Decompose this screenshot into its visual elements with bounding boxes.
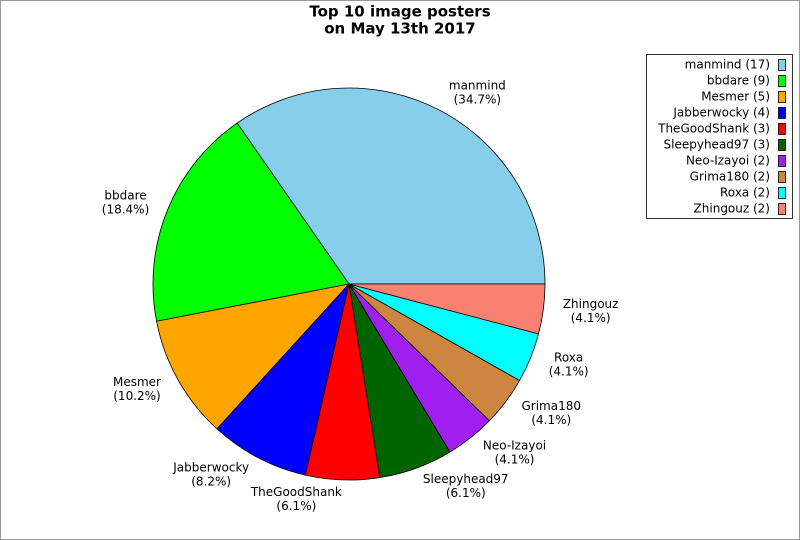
slice-value-label: (34.7%)	[454, 92, 501, 106]
slice-label: Sleepyhead97	[423, 472, 509, 486]
slice-label: Mesmer	[113, 375, 161, 389]
legend-swatch	[778, 91, 786, 103]
slice-label: Neo-Izayoi	[483, 438, 546, 452]
legend-label: TheGoodShank (3)	[657, 122, 770, 136]
slice-label: Zhingouz	[563, 297, 619, 311]
slice-value-label: (8.2%)	[191, 475, 231, 489]
legend-swatch	[778, 75, 786, 87]
chart-title: on May 13th 2017	[324, 20, 476, 38]
legend-label: Sleepyhead97 (3)	[664, 138, 770, 152]
legend-swatch	[778, 139, 786, 151]
legend-swatch	[778, 187, 786, 199]
pie-slice	[156, 283, 351, 430]
legend-box	[646, 54, 793, 219]
legend-label: Zhingouz (2)	[694, 202, 770, 216]
slice-value-label: (10.2%)	[113, 389, 160, 403]
legend-swatch	[778, 123, 786, 135]
slice-value-label: (4.1%)	[531, 413, 571, 427]
legend-swatch	[778, 171, 786, 183]
legend-label: Neo-Izayoi (2)	[686, 154, 770, 168]
slice-value-label: (18.4%)	[102, 202, 149, 216]
slice-label: TheGoodShank	[250, 485, 342, 499]
pie-slice	[152, 122, 350, 322]
slice-value-label: (4.1%)	[571, 311, 611, 325]
slice-label: bbdare	[104, 188, 146, 202]
legend-swatch	[778, 59, 786, 71]
chart-title: Top 10 image posters	[309, 3, 490, 21]
slice-value-label: (4.1%)	[549, 365, 589, 379]
legend-label: bbdare (9)	[707, 74, 770, 88]
slice-label: manmind	[449, 78, 506, 92]
slice-label: Grima180	[521, 399, 581, 413]
pie-slice	[348, 283, 546, 335]
legend-label: Jabberwocky (4)	[672, 106, 770, 120]
slice-value-label: (4.1%)	[495, 452, 535, 466]
slice-value-label: (6.1%)	[446, 486, 486, 500]
legend-swatch	[778, 203, 786, 215]
legend-swatch	[778, 107, 786, 119]
pie-slice	[236, 87, 546, 285]
slice-value-label: (6.1%)	[276, 499, 316, 513]
legend-swatch	[778, 155, 786, 167]
legend-label: Grima180 (2)	[690, 170, 770, 184]
slice-label: Roxa	[554, 351, 583, 365]
legend-label: Mesmer (5)	[701, 90, 770, 104]
legend-label: Roxa (2)	[720, 186, 770, 200]
legend-label: manmind (17)	[685, 58, 770, 72]
slice-label: Jabberwocky	[172, 461, 249, 475]
